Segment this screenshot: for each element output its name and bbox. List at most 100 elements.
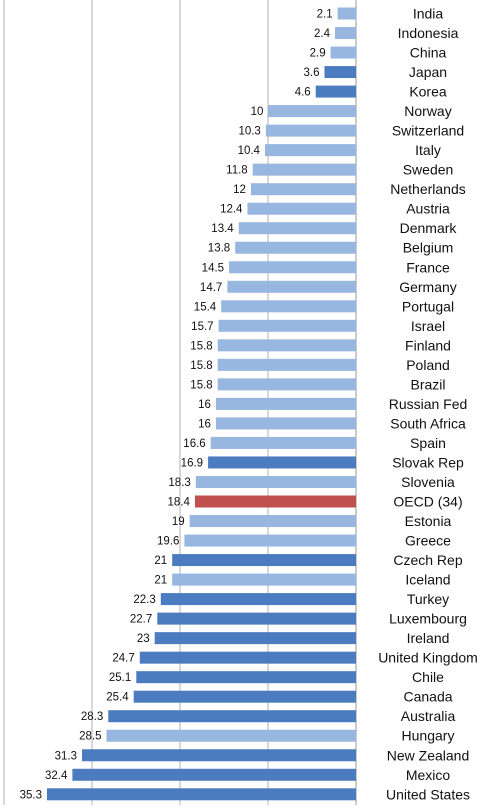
category-label: Korea [409, 84, 447, 100]
category-label: Turkey [407, 591, 449, 607]
value-label: 21 [154, 555, 167, 567]
bar [330, 46, 356, 59]
category-labels: India Indonesia China Japan Korea Norway Switz… [378, 6, 478, 803]
category-label: OECD (34) [393, 494, 462, 510]
value-label: 2.1 [317, 9, 333, 21]
bar [172, 573, 356, 586]
value-labels: 2.1 2.4 2.9 3.6 4.6 10 10.3 10.4 11.8 12 12.4 13.4 1… [20, 9, 333, 802]
category-label: Mexico [406, 767, 451, 783]
category-label: Sweden [403, 162, 454, 178]
category-label: Brazil [410, 376, 445, 392]
value-label: 10.3 [238, 126, 260, 138]
bar [136, 671, 356, 684]
bar [154, 632, 356, 645]
category-label: Italy [415, 142, 441, 158]
bar [194, 495, 356, 508]
value-label: 31.3 [55, 750, 77, 762]
bar [106, 729, 356, 742]
value-label: 25.4 [106, 692, 129, 704]
category-label: Slovak Rep [392, 454, 464, 470]
category-label: New Zealand [387, 747, 470, 763]
category-label: Chile [412, 669, 444, 685]
bars [47, 7, 357, 801]
bar [238, 222, 356, 235]
value-label: 22.7 [130, 614, 152, 626]
value-label: 15.4 [194, 301, 217, 313]
category-label: Estonia [405, 513, 452, 529]
category-label: Iceland [405, 572, 450, 588]
value-label: 32.4 [45, 770, 68, 782]
category-label: South Africa [390, 415, 466, 431]
category-label: Germany [399, 279, 457, 295]
category-label: Greece [405, 533, 451, 549]
value-label: 13.8 [208, 243, 230, 255]
value-label: 23 [137, 633, 150, 645]
category-label: Hungary [402, 728, 455, 744]
bar [172, 554, 356, 567]
category-label: Norway [404, 103, 451, 119]
value-label: 2.4 [314, 28, 331, 40]
category-label: Portugal [402, 298, 454, 314]
category-label: Switzerland [392, 123, 464, 139]
bar [139, 651, 356, 664]
value-label: 15.8 [190, 340, 212, 352]
value-label: 14.7 [200, 282, 222, 294]
value-label: 10.4 [238, 145, 261, 157]
bar [160, 593, 356, 606]
value-label: 25.1 [109, 672, 131, 684]
category-label: Denmark [400, 220, 458, 236]
value-label: 28.3 [81, 711, 103, 723]
bar [217, 378, 356, 391]
bar [252, 163, 356, 176]
bar [264, 144, 356, 157]
value-label: 3.6 [303, 67, 319, 79]
value-label: 15.8 [190, 379, 212, 391]
category-label: India [413, 6, 444, 22]
bar [265, 124, 356, 137]
bar [235, 241, 356, 254]
bar [210, 436, 356, 449]
value-label: 4.6 [295, 87, 311, 99]
bar [82, 749, 357, 762]
value-label: 16.9 [181, 457, 203, 469]
category-label: Belgium [403, 240, 454, 256]
value-label: 16 [198, 418, 211, 430]
bar [250, 183, 356, 196]
value-label: 13.4 [211, 223, 234, 235]
bar [72, 768, 357, 781]
bar [221, 300, 356, 313]
category-label: Japan [409, 64, 447, 80]
category-label: United States [386, 786, 470, 802]
bar [215, 417, 356, 430]
category-label: Slovenia [401, 474, 455, 490]
category-label: Finland [405, 337, 451, 353]
bar [189, 515, 356, 528]
bar [184, 534, 356, 547]
bar [247, 202, 356, 215]
value-label: 15.8 [190, 360, 212, 372]
category-label: Luxembourg [389, 611, 467, 627]
bar [227, 280, 356, 293]
category-label: Canada [403, 689, 452, 705]
value-label: 16.6 [183, 438, 205, 450]
category-label: Austria [406, 201, 450, 217]
bar [47, 788, 356, 801]
category-label: Israel [411, 318, 445, 334]
category-label: Ireland [407, 630, 450, 646]
bar [324, 66, 356, 79]
value-label: 14.5 [202, 262, 224, 274]
value-label: 28.5 [79, 731, 101, 743]
category-label: France [406, 259, 450, 275]
bar [337, 7, 356, 20]
category-label: Netherlands [390, 181, 466, 197]
value-label: 15.7 [191, 321, 213, 333]
bar [315, 85, 356, 98]
bar [208, 456, 356, 469]
bar [268, 105, 356, 118]
value-label: 16 [198, 399, 211, 411]
bar [217, 339, 356, 352]
value-label: 21 [154, 575, 167, 587]
value-label: 12 [233, 184, 246, 196]
bar [215, 397, 356, 410]
